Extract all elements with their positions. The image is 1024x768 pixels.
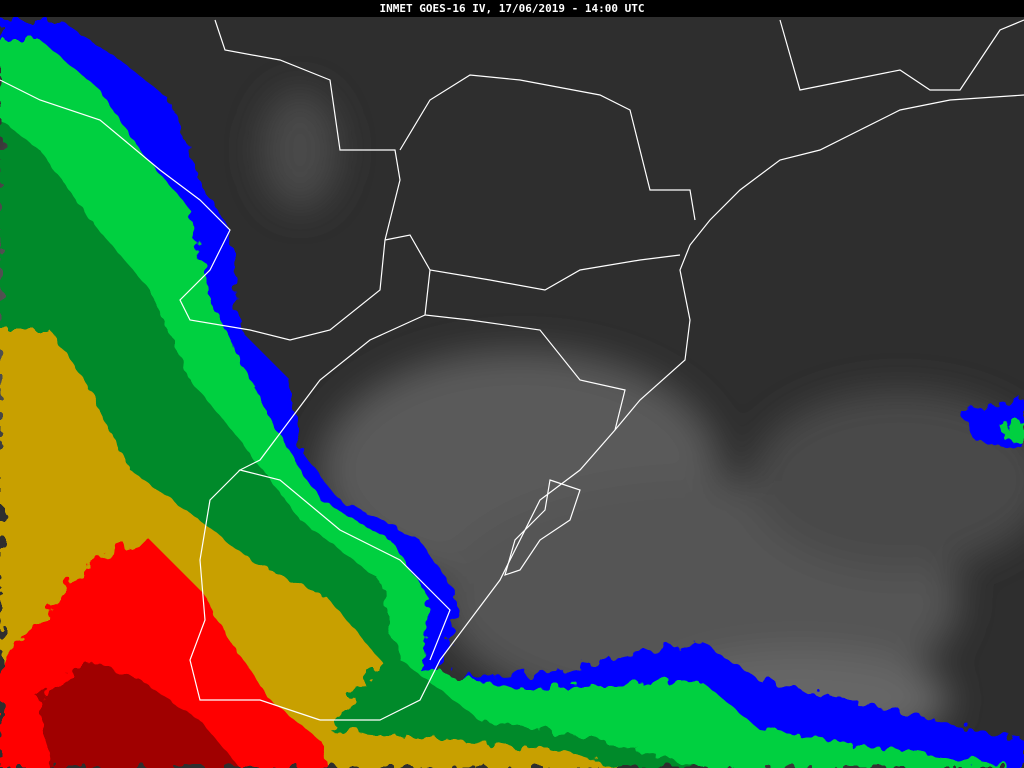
cloud-colored-bands	[0, 20, 1024, 768]
state-border-north	[214, 19, 401, 241]
political-borders	[0, 19, 1024, 721]
small-cell-east-green	[1000, 420, 1024, 445]
image-title: INMET GOES-16 IV, 17/06/2019 - 14:00 UTC	[0, 0, 1024, 17]
lagoon	[504, 479, 581, 576]
state-border-parana	[399, 74, 696, 221]
country-border-argentina	[0, 79, 386, 341]
band-dark-red	[40, 660, 240, 768]
river-border-west	[189, 469, 321, 721]
coastline-northeast	[779, 19, 1024, 91]
state-border-sc	[384, 234, 681, 291]
coastline	[320, 94, 1024, 721]
